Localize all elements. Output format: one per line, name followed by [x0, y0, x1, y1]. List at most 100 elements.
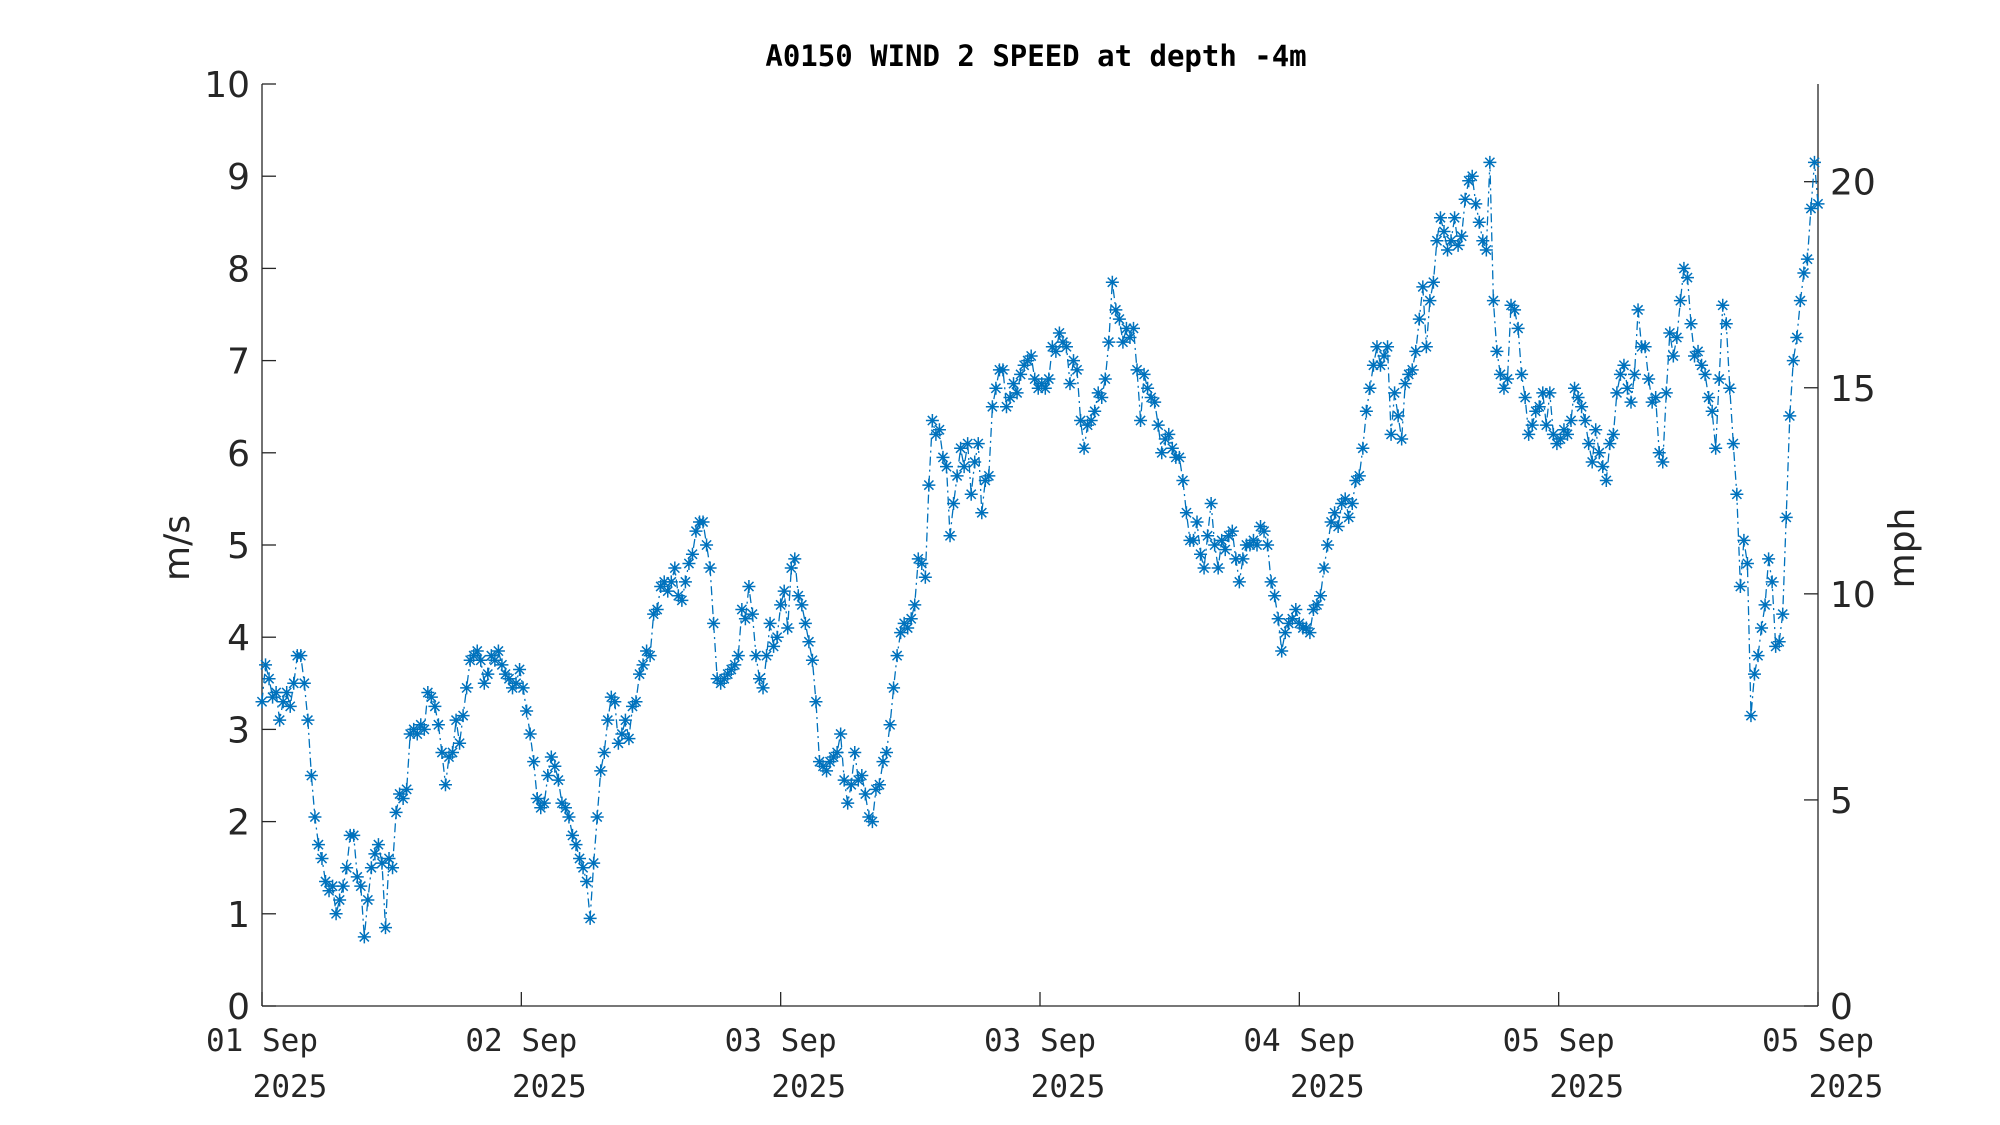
x-ticks: 01 Sep 2025 02 Sep 2025 03 Sep 2025 03 Sep 2025… — [206, 992, 1883, 1105]
data-point — [1416, 280, 1430, 294]
chart-title: A0150 WIND 2 SPEED at depth -4m — [765, 39, 1306, 73]
data-point — [795, 598, 809, 612]
data-point — [841, 796, 855, 810]
data-point — [1670, 331, 1684, 345]
data-point — [664, 575, 678, 589]
data-point — [985, 400, 999, 414]
data-point — [269, 686, 283, 700]
data-point — [1578, 414, 1592, 428]
data-point — [802, 635, 816, 649]
data-point — [1550, 437, 1564, 451]
data-point — [329, 907, 343, 921]
data-point — [1469, 197, 1483, 211]
data-point — [932, 423, 946, 437]
data-point — [1783, 409, 1797, 423]
data-point — [1081, 418, 1095, 432]
data-point — [527, 755, 541, 769]
data-point — [904, 612, 918, 626]
y-right-tick-label: 5 — [1830, 781, 1853, 822]
data-point — [1539, 418, 1553, 432]
data-point — [710, 672, 724, 686]
y-right-tick-label: 0 — [1830, 987, 1853, 1028]
data-point — [1246, 533, 1260, 547]
data-point — [777, 584, 791, 598]
data-point — [1744, 709, 1758, 723]
data-point — [1190, 515, 1204, 529]
x-tick-label-date: 02 Sep — [465, 1023, 577, 1059]
data-point — [1134, 414, 1148, 428]
data-point — [319, 875, 333, 889]
data-point — [431, 718, 445, 732]
data-point — [756, 681, 770, 695]
data-point — [1568, 381, 1582, 395]
data-point — [1317, 561, 1331, 575]
data-point — [424, 690, 438, 704]
data-point — [1666, 349, 1680, 363]
data-point — [509, 676, 523, 690]
data-point — [354, 879, 368, 893]
data-point — [1705, 404, 1719, 418]
data-point — [1391, 409, 1405, 423]
data-point — [1444, 234, 1458, 248]
data-point — [1493, 367, 1507, 381]
data-point — [587, 856, 601, 870]
data-point — [1049, 344, 1063, 358]
data-point — [1321, 538, 1335, 552]
x-tick-label-date: 05 Sep — [1762, 1023, 1874, 1059]
data-point — [929, 427, 943, 441]
data-point — [1236, 552, 1250, 566]
data-point — [869, 782, 883, 796]
data-point — [1553, 432, 1567, 446]
data-point — [1426, 275, 1440, 289]
data-point — [731, 649, 745, 663]
data-point — [1755, 621, 1769, 635]
data-point — [502, 672, 516, 686]
data-point — [1688, 349, 1702, 363]
data-point — [1324, 515, 1338, 529]
data-point — [544, 750, 558, 764]
data-point — [1765, 575, 1779, 589]
data-point — [791, 589, 805, 603]
data-point — [1596, 460, 1610, 474]
data-point — [410, 727, 424, 741]
data-point — [805, 653, 819, 667]
data-point — [597, 745, 611, 759]
data-point — [950, 469, 964, 483]
data-point — [1211, 561, 1225, 575]
data-point — [1684, 317, 1698, 331]
data-point — [1652, 446, 1666, 460]
data-point — [1229, 552, 1243, 566]
data-point — [551, 773, 565, 787]
data-point — [1306, 603, 1320, 617]
data-point — [774, 598, 788, 612]
data-point — [1024, 349, 1038, 363]
data-point — [378, 921, 392, 935]
data-point — [858, 787, 872, 801]
data-point — [1465, 169, 1479, 183]
data-point — [781, 621, 795, 635]
data-point — [297, 676, 311, 690]
data-point — [1486, 294, 1500, 308]
data-point — [872, 778, 886, 792]
data-point — [350, 870, 364, 884]
data-point — [1716, 298, 1730, 312]
x-tick-label-year: 2025 — [253, 1069, 328, 1105]
data-point — [594, 764, 608, 778]
data-point — [957, 460, 971, 474]
series-line — [261, 162, 1819, 937]
data-point — [1028, 372, 1042, 386]
data-point — [1772, 635, 1786, 649]
data-point — [1363, 381, 1377, 395]
data-point — [1592, 446, 1606, 460]
data-point — [1045, 340, 1059, 354]
data-point — [1165, 441, 1179, 455]
data-point — [1225, 524, 1239, 538]
data-point — [1462, 174, 1476, 188]
data-point — [576, 861, 590, 875]
data-point — [827, 750, 841, 764]
data-point — [1804, 201, 1818, 215]
data-point — [562, 810, 576, 824]
data-point — [537, 796, 551, 810]
data-point — [1148, 395, 1162, 409]
